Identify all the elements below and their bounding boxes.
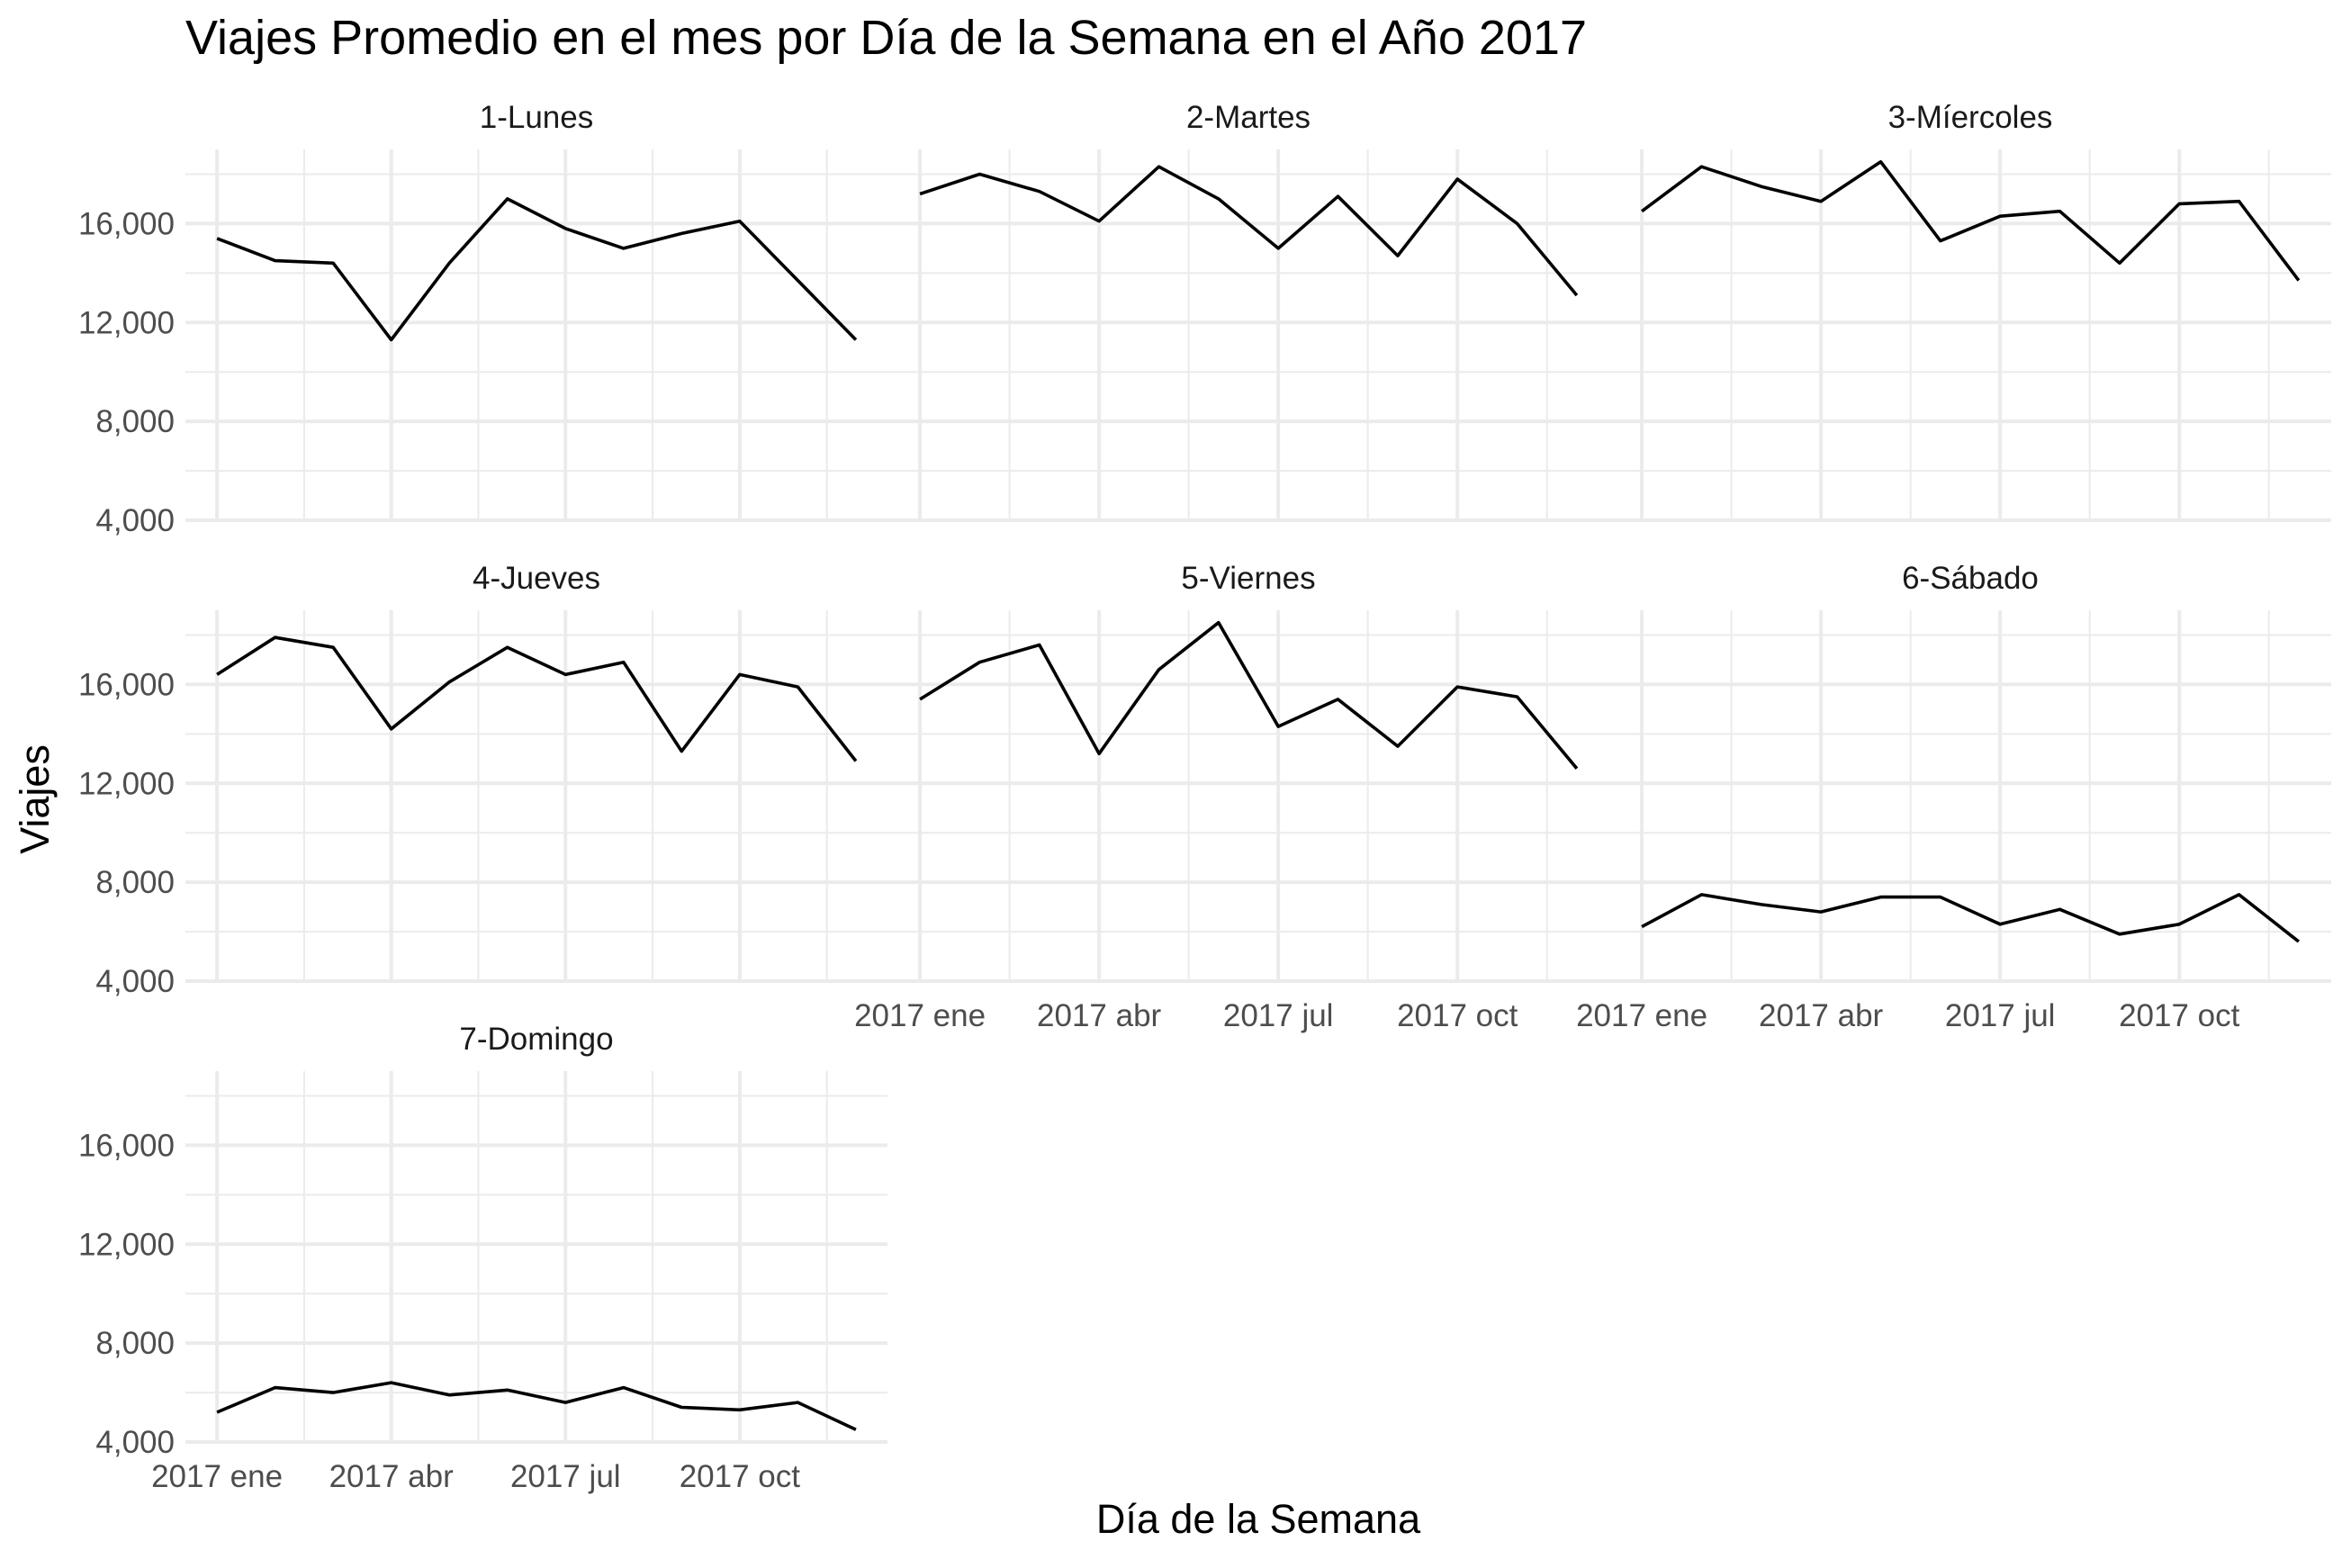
y-tick-label: 12,000 <box>78 1227 175 1262</box>
x-tick-label: 2017 ene <box>151 1459 283 1494</box>
y-tick-label: 4,000 <box>95 964 175 999</box>
x-tick-label: 2017 ene <box>1576 998 1707 1033</box>
x-tick-label: 2017 jul <box>1945 998 2056 1033</box>
x-tick-label: 2017 ene <box>854 998 986 1033</box>
panel-6: 6-Sábado 2017 ene 2017 abr 2017 jul 2017 oct <box>1576 561 2331 1033</box>
panel-3: 3-Míercoles <box>1609 100 2331 522</box>
panel-strip-label: 1-Lunes <box>480 100 593 135</box>
chart-title: Viajes Promedio en el mes por Día de la … <box>185 11 1587 65</box>
series-line-3 <box>1641 159 2301 282</box>
series-line-6 <box>1641 893 2301 943</box>
panel-1: 1-Lunes 4,000 8,000 12,000 16,000 <box>78 100 887 538</box>
y-tick-label: 12,000 <box>78 766 175 801</box>
panel-7: 7-Domingo 4,000 8,000 12,000 16,000 2017 ene 2… <box>78 1022 887 1494</box>
x-tick-label: 2017 abr <box>1759 998 1884 1033</box>
series-line-7 <box>216 1381 857 1431</box>
series-line-2 <box>919 165 1579 297</box>
panel-2: 2-Martes <box>887 100 1609 522</box>
y-tick-label: 16,000 <box>78 206 175 241</box>
y-tick-label: 8,000 <box>95 865 175 900</box>
y-tick-label: 16,000 <box>78 667 175 702</box>
y-tick-label: 8,000 <box>95 1326 175 1361</box>
x-tick-label: 2017 abr <box>1037 998 1162 1033</box>
panel-4: 4-Jueves 4,000 8,000 12,000 16,000 <box>78 561 887 999</box>
x-tick-label: 2017 oct <box>2119 998 2240 1033</box>
x-tick-label: 2017 oct <box>680 1459 801 1494</box>
panel-strip-label: 4-Jueves <box>473 561 600 596</box>
x-tick-label: 2017 abr <box>329 1459 455 1494</box>
facet-panels: 1-Lunes 4,000 8,000 12,000 16,000 2-Martes 3-M… <box>78 100 2331 1494</box>
y-tick-label: 8,000 <box>95 404 175 439</box>
y-tick-label: 12,000 <box>78 305 175 340</box>
y-tick-label: 4,000 <box>95 1425 175 1460</box>
y-tick-label: 4,000 <box>95 503 175 538</box>
x-tick-label: 2017 jul <box>510 1459 621 1494</box>
panel-strip-label: 3-Míercoles <box>1888 100 2053 135</box>
x-tick-label: 2017 oct <box>1397 998 1518 1033</box>
series-line-4 <box>216 635 858 762</box>
panel-5: 5-Viernes 2017 ene 2017 abr 2017 jul 2017 oc… <box>854 561 1609 1033</box>
y-axis-label: Viajes <box>12 744 58 854</box>
panel-strip-label: 2-Martes <box>1186 100 1311 135</box>
panel-strip-label: 5-Viernes <box>1181 561 1315 596</box>
series-line-1 <box>216 197 858 342</box>
y-tick-label: 16,000 <box>78 1128 175 1163</box>
panel-strip-label: 6-Sábado <box>1902 561 2039 596</box>
x-tick-label: 2017 jul <box>1223 998 1334 1033</box>
panel-strip-label: 7-Domingo <box>459 1022 613 1057</box>
x-axis-label: Día de la Semana <box>1096 1496 1421 1542</box>
series-line-5 <box>919 620 1579 770</box>
